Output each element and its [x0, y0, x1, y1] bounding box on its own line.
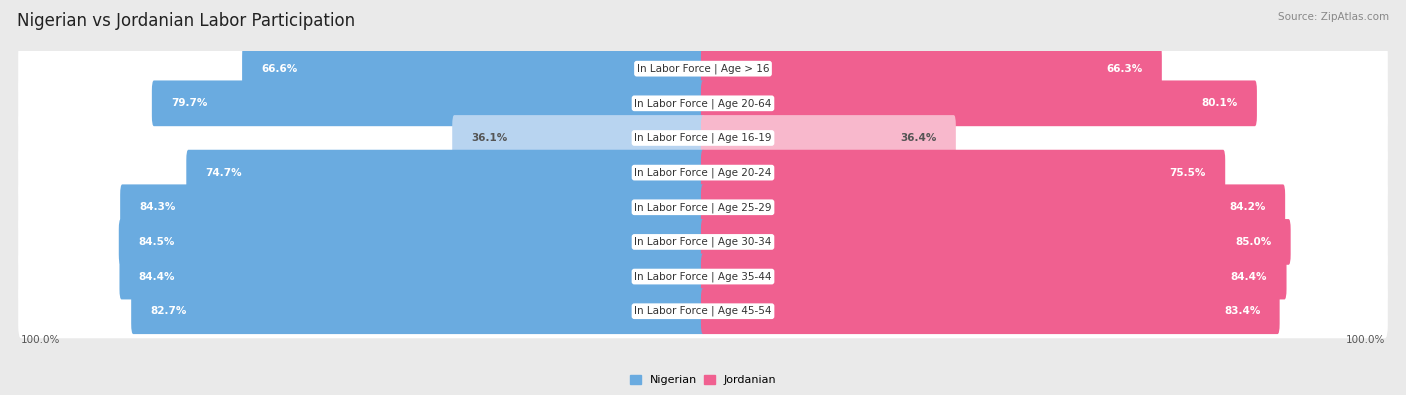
- FancyBboxPatch shape: [702, 219, 1291, 265]
- Text: Nigerian vs Jordanian Labor Participation: Nigerian vs Jordanian Labor Participatio…: [17, 12, 354, 30]
- Text: Source: ZipAtlas.com: Source: ZipAtlas.com: [1278, 12, 1389, 22]
- Text: 74.7%: 74.7%: [205, 167, 242, 178]
- FancyBboxPatch shape: [186, 150, 704, 196]
- FancyBboxPatch shape: [702, 81, 1257, 126]
- Text: In Labor Force | Age 30-34: In Labor Force | Age 30-34: [634, 237, 772, 247]
- Text: 84.3%: 84.3%: [139, 202, 176, 212]
- FancyBboxPatch shape: [18, 146, 1388, 199]
- Text: 100.0%: 100.0%: [1346, 335, 1385, 345]
- FancyBboxPatch shape: [18, 180, 1388, 234]
- Text: 84.4%: 84.4%: [1230, 272, 1267, 282]
- FancyBboxPatch shape: [18, 76, 1388, 130]
- FancyBboxPatch shape: [702, 288, 1279, 334]
- Text: 84.2%: 84.2%: [1229, 202, 1265, 212]
- Text: 84.4%: 84.4%: [139, 272, 176, 282]
- Text: In Labor Force | Age 16-19: In Labor Force | Age 16-19: [634, 133, 772, 143]
- Text: In Labor Force | Age 20-64: In Labor Force | Age 20-64: [634, 98, 772, 109]
- Text: 75.5%: 75.5%: [1170, 167, 1206, 178]
- FancyBboxPatch shape: [453, 115, 704, 161]
- Text: In Labor Force | Age 45-54: In Labor Force | Age 45-54: [634, 306, 772, 316]
- FancyBboxPatch shape: [702, 254, 1286, 299]
- Legend: Nigerian, Jordanian: Nigerian, Jordanian: [626, 370, 780, 389]
- Text: 100.0%: 100.0%: [21, 335, 60, 345]
- Text: 36.1%: 36.1%: [471, 133, 508, 143]
- Text: 84.5%: 84.5%: [138, 237, 174, 247]
- Text: 83.4%: 83.4%: [1225, 306, 1260, 316]
- Text: 82.7%: 82.7%: [150, 306, 187, 316]
- FancyBboxPatch shape: [118, 219, 704, 265]
- Text: In Labor Force | Age 35-44: In Labor Force | Age 35-44: [634, 271, 772, 282]
- FancyBboxPatch shape: [18, 284, 1388, 338]
- FancyBboxPatch shape: [702, 46, 1161, 92]
- Text: 66.6%: 66.6%: [262, 64, 298, 74]
- FancyBboxPatch shape: [131, 288, 704, 334]
- Text: 80.1%: 80.1%: [1201, 98, 1237, 108]
- Text: In Labor Force | Age 20-24: In Labor Force | Age 20-24: [634, 167, 772, 178]
- FancyBboxPatch shape: [702, 184, 1285, 230]
- Text: 85.0%: 85.0%: [1234, 237, 1271, 247]
- Text: In Labor Force | Age 25-29: In Labor Force | Age 25-29: [634, 202, 772, 213]
- FancyBboxPatch shape: [242, 46, 704, 92]
- Text: 36.4%: 36.4%: [900, 133, 936, 143]
- FancyBboxPatch shape: [702, 150, 1225, 196]
- FancyBboxPatch shape: [152, 81, 704, 126]
- Text: 79.7%: 79.7%: [172, 98, 208, 108]
- FancyBboxPatch shape: [120, 254, 704, 299]
- FancyBboxPatch shape: [18, 41, 1388, 96]
- Text: In Labor Force | Age > 16: In Labor Force | Age > 16: [637, 64, 769, 74]
- FancyBboxPatch shape: [18, 250, 1388, 304]
- FancyBboxPatch shape: [18, 215, 1388, 269]
- FancyBboxPatch shape: [18, 111, 1388, 165]
- FancyBboxPatch shape: [702, 115, 956, 161]
- FancyBboxPatch shape: [120, 184, 704, 230]
- Text: 66.3%: 66.3%: [1107, 64, 1143, 74]
